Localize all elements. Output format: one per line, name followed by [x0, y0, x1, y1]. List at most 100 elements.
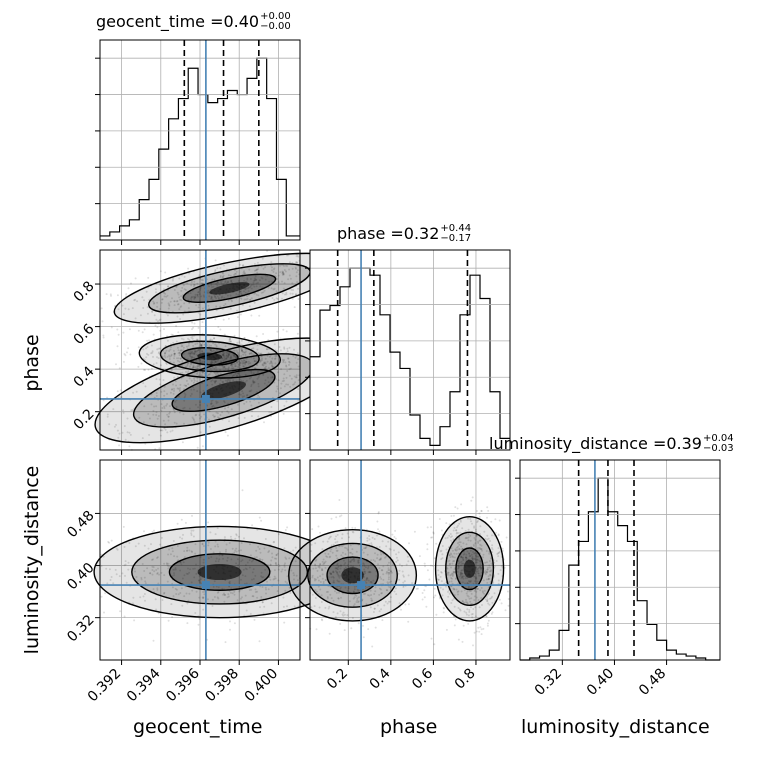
sample-point: [225, 357, 228, 360]
sample-point: [167, 619, 170, 622]
sample-point: [190, 581, 193, 584]
sample-point: [182, 561, 185, 564]
sample-point: [248, 305, 251, 308]
sample-point: [295, 376, 297, 379]
sample-point: [209, 531, 212, 534]
density-contour-3: [463, 559, 476, 578]
sample-point: [152, 300, 155, 303]
sample-point: [252, 347, 255, 350]
sample-point: [242, 359, 245, 362]
sample-point: [434, 594, 437, 597]
sample-point: [198, 358, 201, 361]
sample-point: [207, 521, 210, 524]
sample-point: [287, 278, 290, 281]
sample-point: [498, 519, 501, 522]
sample-point: [219, 276, 222, 279]
sample-point: [250, 352, 253, 355]
sample-point: [237, 372, 239, 375]
sample-point: [203, 413, 206, 416]
sample-point: [221, 354, 224, 357]
sample-point: [237, 370, 240, 373]
sample-point: [224, 360, 227, 363]
sample-point: [105, 567, 108, 570]
sample-point: [160, 390, 163, 393]
sample-point: [226, 294, 229, 297]
sample-point: [245, 379, 248, 382]
sample-point: [140, 362, 143, 365]
sample-point: [275, 297, 278, 300]
sample-point: [335, 516, 338, 519]
sample-point: [176, 387, 179, 390]
sample-point: [221, 295, 224, 298]
sample-point: [155, 411, 158, 414]
sample-point: [173, 411, 176, 414]
sample-point: [231, 359, 234, 362]
sample-point: [214, 351, 217, 354]
sample-point: [200, 282, 203, 285]
sample-point: [203, 593, 206, 596]
sample-point: [183, 595, 186, 598]
sample-point: [241, 390, 244, 393]
sample-point: [128, 431, 131, 434]
sample-point: [152, 558, 154, 561]
sample-point: [212, 585, 215, 588]
sample-point: [190, 379, 193, 382]
sample-point: [210, 349, 213, 352]
sample-point: [295, 374, 298, 377]
sample-point: [286, 347, 289, 350]
sample-point: [235, 533, 238, 536]
sample-point: [168, 411, 171, 414]
sample-point: [215, 557, 218, 560]
sample-point: [276, 298, 279, 300]
sample-point: [222, 276, 224, 279]
sample-point: [470, 499, 473, 502]
sample-point: [261, 601, 264, 604]
sample-point: [256, 348, 259, 351]
sample-point: [190, 284, 193, 287]
sample-point: [244, 291, 247, 294]
sample-point: [152, 409, 155, 412]
sample-point: [206, 375, 209, 377]
sample-point: [237, 372, 240, 375]
sample-point: [155, 362, 158, 365]
sample-point: [230, 279, 233, 282]
sample-point: [236, 599, 239, 602]
sample-point: [275, 564, 278, 566]
sample-point: [270, 376, 273, 379]
sample-point: [216, 281, 219, 284]
sample-point: [351, 526, 354, 529]
sample-point: [266, 354, 269, 357]
sample-point: [274, 358, 276, 360]
sample-point: [221, 350, 224, 353]
sample-point: [265, 365, 267, 368]
sample-point: [378, 530, 381, 533]
sample-point: [214, 270, 217, 273]
sample-point: [209, 362, 212, 365]
sample-point: [229, 591, 232, 594]
sample-point: [288, 361, 291, 364]
sample-point: [158, 447, 161, 450]
sample-point: [293, 348, 295, 351]
sample-point: [182, 407, 185, 410]
sample-point: [286, 605, 288, 608]
sample-point: [186, 362, 189, 365]
sample-point: [165, 295, 168, 298]
sample-point: [203, 295, 206, 298]
sample-point: [216, 596, 219, 599]
sample-point: [230, 363, 233, 366]
sample-point: [498, 598, 501, 601]
sample-point: [283, 358, 286, 361]
sample-point: [185, 549, 188, 552]
sample-point: [272, 578, 275, 581]
sample-point: [258, 279, 261, 282]
sample-point: [475, 630, 478, 633]
title-phase-plus: +0.44: [440, 222, 472, 234]
sample-point: [136, 580, 139, 583]
sample-point: [115, 573, 118, 576]
sample-point: [227, 274, 230, 277]
sample-point: [146, 312, 149, 315]
sample-point: [245, 568, 248, 571]
sample-point: [217, 298, 220, 301]
sample-point: [194, 293, 197, 296]
sample-point: [286, 575, 289, 578]
